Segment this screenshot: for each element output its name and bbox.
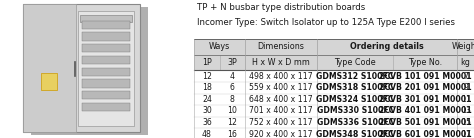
Text: 24: 24 <box>202 95 212 104</box>
Text: 1P: 1P <box>202 58 212 67</box>
Bar <box>82 91 130 99</box>
Text: 2CVB 601 091 M0001: 2CVB 601 091 M0001 <box>379 130 471 138</box>
Bar <box>82 21 130 29</box>
Text: GDMS336 S100FC: GDMS336 S100FC <box>317 118 394 127</box>
Text: 12: 12 <box>227 118 237 127</box>
Bar <box>23 4 140 132</box>
Text: 4: 4 <box>229 72 235 81</box>
Bar <box>82 56 130 64</box>
Text: 752 x 400 x 117: 752 x 400 x 117 <box>249 118 313 127</box>
Text: Ways: Ways <box>209 42 230 51</box>
Bar <box>194 39 245 55</box>
Text: 2CVB 501 091 M0001: 2CVB 501 091 M0001 <box>379 118 471 127</box>
Bar <box>82 44 130 52</box>
Text: 15: 15 <box>461 118 471 127</box>
Text: 2CVB 301 091 M0001: 2CVB 301 091 M0001 <box>379 95 471 104</box>
Bar <box>31 7 148 135</box>
Bar <box>318 55 393 70</box>
Bar <box>41 73 57 90</box>
Text: H x W x D mm: H x W x D mm <box>252 58 310 67</box>
Text: 10: 10 <box>227 106 237 116</box>
Text: Weight: Weight <box>452 42 474 51</box>
Text: GDMS324 S100FC: GDMS324 S100FC <box>316 95 394 104</box>
Text: 6: 6 <box>230 83 235 92</box>
Bar <box>318 39 457 55</box>
Text: Type No.: Type No. <box>408 58 442 67</box>
Bar <box>23 4 76 132</box>
Bar <box>245 39 318 55</box>
Bar <box>78 11 134 126</box>
Text: 17: 17 <box>461 130 471 138</box>
Bar <box>82 32 130 41</box>
Text: Dimensions: Dimensions <box>257 42 304 51</box>
Text: 16: 16 <box>227 130 237 138</box>
Bar <box>245 55 318 70</box>
Text: 559 x 400 x 117: 559 x 400 x 117 <box>249 83 313 92</box>
Text: Ordering details: Ordering details <box>350 42 424 51</box>
Text: 11: 11 <box>461 95 471 104</box>
Text: 2CVB 101 091 M0001: 2CVB 101 091 M0001 <box>379 72 471 81</box>
Bar <box>457 55 474 70</box>
Text: 48: 48 <box>202 130 212 138</box>
Text: GDMS348 S100FC: GDMS348 S100FC <box>316 130 394 138</box>
Text: 30: 30 <box>202 106 212 116</box>
Bar <box>219 55 245 70</box>
Text: 2CVB 201 091 M0001: 2CVB 201 091 M0001 <box>379 83 471 92</box>
Text: GDMS330 S100FC: GDMS330 S100FC <box>317 106 394 116</box>
Text: 7: 7 <box>463 72 468 81</box>
Bar <box>82 79 130 88</box>
Text: 648 x 400 x 117: 648 x 400 x 117 <box>249 95 313 104</box>
Text: Type Code: Type Code <box>334 58 376 67</box>
Bar <box>457 39 474 55</box>
Text: kg: kg <box>461 58 471 67</box>
Text: 8: 8 <box>230 95 235 104</box>
Text: Incomer Type: Switch Isolator up to 125A Type E200 I series: Incomer Type: Switch Isolator up to 125A… <box>197 18 455 27</box>
Bar <box>80 15 132 22</box>
Text: 2CVB 401 091 M0001: 2CVB 401 091 M0001 <box>379 106 472 116</box>
Text: 18: 18 <box>202 83 212 92</box>
Bar <box>82 103 130 111</box>
Text: TP + N busbar type distribution boards: TP + N busbar type distribution boards <box>197 3 365 12</box>
Text: 498 x 400 x 117: 498 x 400 x 117 <box>249 72 313 81</box>
Bar <box>82 68 130 76</box>
Text: 9: 9 <box>463 83 468 92</box>
Text: GDMS312 S100FC: GDMS312 S100FC <box>317 72 394 81</box>
Text: GDMS318 S100FC: GDMS318 S100FC <box>316 83 394 92</box>
Text: 920 x 400 x 117: 920 x 400 x 117 <box>249 130 313 138</box>
Text: 3P: 3P <box>227 58 237 67</box>
Text: 36: 36 <box>202 118 212 127</box>
Text: 12: 12 <box>202 72 212 81</box>
Text: 701 x 400 x 117: 701 x 400 x 117 <box>249 106 313 116</box>
Bar <box>194 55 219 70</box>
Bar <box>393 55 457 70</box>
Text: 13: 13 <box>461 106 471 116</box>
